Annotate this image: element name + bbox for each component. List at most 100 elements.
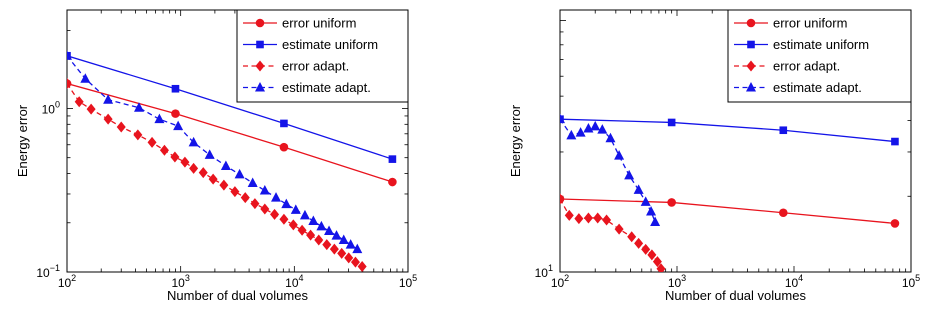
- legend-swatch-marker: [256, 40, 264, 49]
- data-point: [147, 136, 157, 148]
- data-point: [74, 96, 84, 108]
- legend-item: error adapt.: [243, 59, 349, 74]
- legend-label: error uniform: [773, 16, 847, 31]
- x-tick-label: 104: [785, 273, 803, 290]
- data-point: [170, 151, 180, 163]
- data-point: [590, 120, 601, 131]
- data-point: [103, 113, 113, 125]
- data-point: [641, 243, 651, 255]
- data-point: [171, 109, 180, 118]
- y-axis-label: Energy error: [15, 104, 30, 177]
- data-point: [247, 177, 258, 188]
- data-point: [314, 234, 324, 246]
- x-axis-label: Number of dual volumes: [167, 288, 308, 303]
- series-line: [67, 55, 393, 160]
- series-error-adapt: [67, 78, 367, 272]
- legend-item: error uniform: [243, 16, 356, 31]
- series-line: [560, 118, 896, 143]
- y-tick-label: 100: [42, 99, 60, 116]
- data-point: [260, 203, 270, 215]
- data-point: [652, 256, 662, 268]
- data-point: [116, 121, 126, 133]
- data-point: [67, 78, 72, 90]
- data-point: [67, 50, 72, 60]
- x-tick-label: 103: [171, 273, 189, 290]
- legend-label: estimate uniform: [282, 37, 378, 52]
- legend-item: estimate uniform: [243, 37, 378, 52]
- data-point: [271, 192, 282, 202]
- x-tick-label: 105: [902, 273, 920, 290]
- data-point: [154, 113, 165, 124]
- series-error-adapt: [560, 193, 666, 272]
- data-point: [564, 209, 574, 221]
- data-point: [388, 177, 397, 187]
- x-axis-label: Number of dual volumes: [665, 288, 806, 303]
- series-estimate-adapt: [560, 113, 661, 227]
- data-point: [583, 212, 593, 224]
- legend-label: estimate uniform: [773, 37, 869, 52]
- legend-item: estimate adapt.: [734, 80, 862, 95]
- data-point: [614, 150, 625, 160]
- x-tick-label: 104: [285, 273, 303, 290]
- data-point: [306, 229, 316, 241]
- data-point: [779, 126, 788, 135]
- x-tick-label: 105: [399, 273, 417, 290]
- data-point: [345, 239, 356, 249]
- data-point: [357, 261, 367, 272]
- data-point: [624, 169, 635, 180]
- data-point: [86, 103, 96, 115]
- data-point: [890, 219, 900, 228]
- x-tick-label: 102: [58, 273, 76, 290]
- data-point: [597, 124, 608, 134]
- data-point: [188, 136, 199, 147]
- legend: error uniform estimate uniform error adapt…: [236, 9, 409, 103]
- data-point: [259, 185, 270, 195]
- legend-swatch-marker: [255, 18, 265, 28]
- data-point: [350, 256, 360, 268]
- legend-swatch-marker: [746, 18, 756, 28]
- data-point: [667, 198, 676, 207]
- data-point: [560, 193, 565, 205]
- legend-swatch-marker: [255, 60, 265, 72]
- legend-label: error uniform: [282, 16, 356, 31]
- x-tick-label: 102: [551, 273, 569, 290]
- data-point: [891, 137, 899, 146]
- y-tick-label: 10−1: [36, 263, 60, 280]
- data-point: [778, 208, 788, 218]
- data-point: [280, 119, 288, 128]
- data-point: [297, 224, 307, 236]
- data-point: [171, 84, 180, 93]
- data-point: [279, 213, 289, 225]
- series-line: [560, 198, 662, 270]
- series-estimate-adapt: [67, 50, 363, 254]
- data-point: [640, 196, 651, 206]
- data-point: [560, 113, 565, 124]
- data-point: [331, 230, 342, 240]
- legend-label: estimate adapt.: [773, 80, 862, 95]
- data-point: [134, 102, 145, 112]
- series-line: [560, 198, 896, 225]
- data-point: [575, 127, 586, 137]
- data-point: [338, 234, 349, 244]
- data-point: [633, 184, 644, 194]
- legend-swatch-marker: [255, 82, 265, 92]
- data-point: [103, 94, 114, 104]
- legend-label: error adapt.: [282, 59, 349, 74]
- legend-label: error adapt.: [773, 59, 840, 74]
- data-point: [189, 162, 199, 174]
- data-point: [614, 223, 624, 235]
- y-axis-label: Energy error: [508, 104, 523, 177]
- data-point: [574, 213, 584, 225]
- data-point: [299, 209, 310, 220]
- data-point: [80, 73, 91, 83]
- data-point: [308, 215, 319, 226]
- legend-label: estimate adapt.: [282, 80, 371, 95]
- data-point: [250, 198, 260, 210]
- data-point: [352, 243, 363, 254]
- data-point: [650, 216, 661, 227]
- data-point: [322, 239, 332, 251]
- legend-swatch-marker: [746, 82, 756, 92]
- legend-swatch-marker: [746, 60, 756, 72]
- series-line: [67, 82, 393, 183]
